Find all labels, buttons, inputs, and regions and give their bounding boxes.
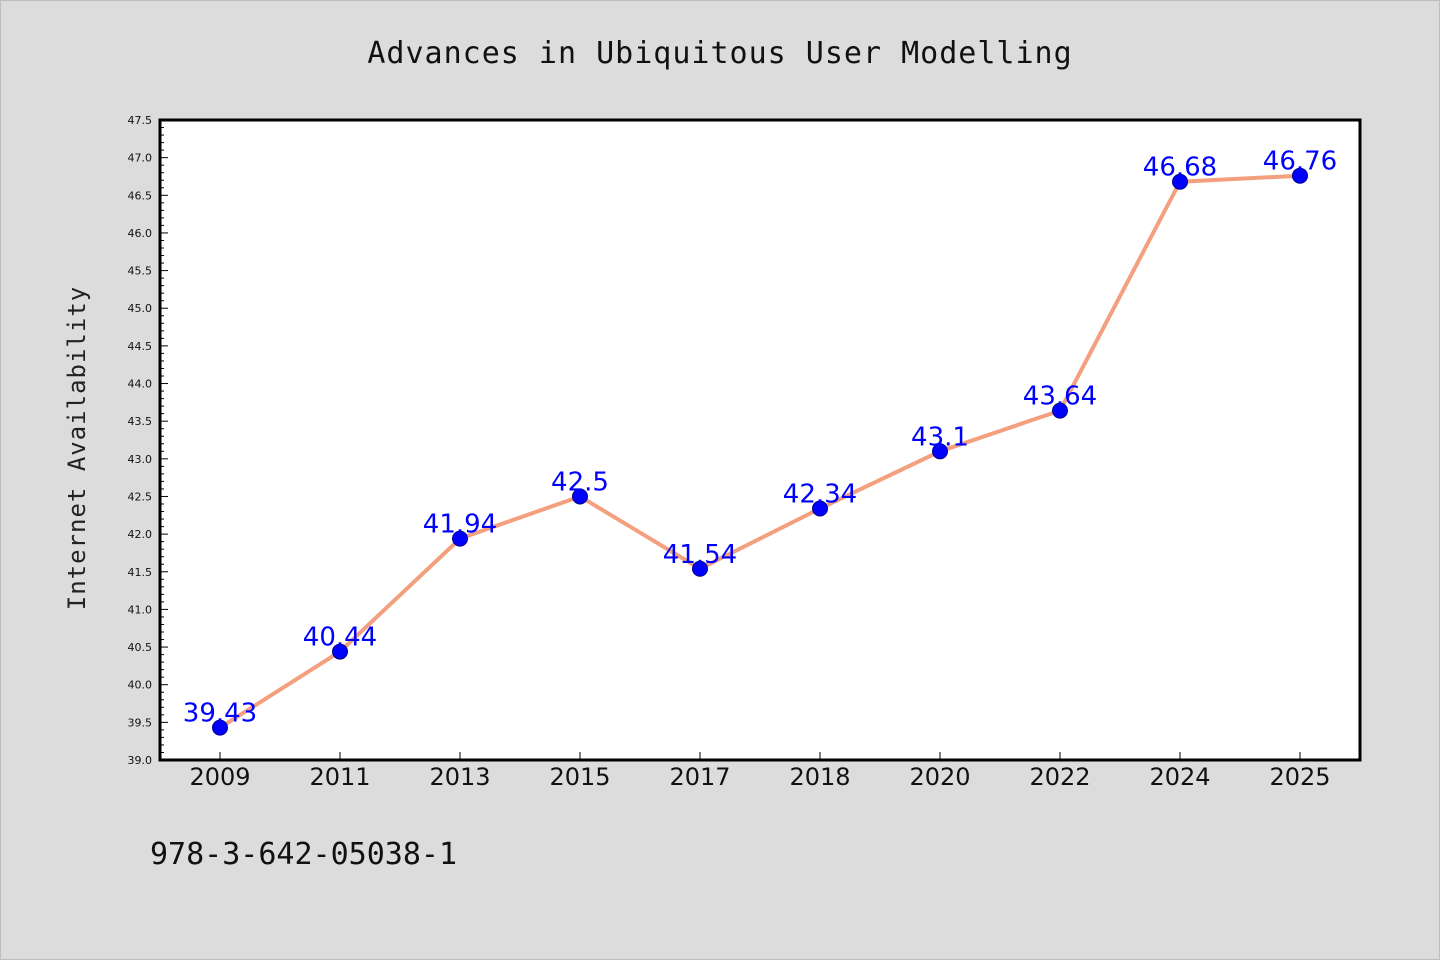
- data-point: [812, 500, 828, 517]
- data-label: 41.54: [663, 540, 737, 570]
- x-tick-label: 2017: [669, 763, 730, 791]
- y-tick-label: 45.0: [128, 302, 153, 315]
- chart-title: Advances in Ubiquitous User Modelling: [367, 36, 1072, 71]
- data-labels-layer: 39.43 40.44 41.94 42.5 41.54 42.34 43.1 43.64 46…: [183, 147, 1337, 729]
- data-point: [1292, 167, 1308, 184]
- y-tick-label: 40.5: [128, 641, 153, 654]
- y-tick-label: 44.0: [128, 378, 153, 391]
- y-tick-label: 47.5: [128, 114, 153, 127]
- data-point: [1052, 402, 1068, 419]
- data-label: 39.43: [183, 699, 257, 729]
- y-tick-label: 47.0: [128, 152, 153, 165]
- y-tick-label: 41.0: [128, 603, 153, 616]
- data-label: 43.1: [911, 422, 969, 452]
- data-label: 42.34: [783, 480, 857, 510]
- data-point: [212, 719, 228, 736]
- data-label: 42.5: [551, 467, 609, 497]
- data-label: 40.44: [303, 623, 377, 653]
- x-tick-label: 2025: [1269, 763, 1330, 791]
- data-label: 41.94: [423, 510, 497, 540]
- data-point: [452, 530, 468, 547]
- y-tick-label: 45.5: [128, 265, 153, 278]
- x-tick-label: 2009: [189, 763, 250, 791]
- isbn-text: 978-3-642-05038-1: [150, 837, 457, 872]
- y-tick-label: 40.0: [128, 679, 153, 692]
- plot-area: [158, 118, 1362, 762]
- data-point: [932, 443, 948, 460]
- y-tick-label: 46.5: [128, 189, 153, 202]
- y-tick-label: 44.5: [128, 340, 153, 353]
- data-point: [332, 643, 348, 660]
- series-line: [218, 173, 1301, 730]
- data-point: [692, 560, 708, 577]
- x-tick-label: 2020: [909, 763, 970, 791]
- data-label: 43.64: [1023, 382, 1097, 412]
- y-tick-label: 39.0: [128, 754, 153, 767]
- data-label: 46.76: [1263, 147, 1337, 177]
- series-layer: [212, 167, 1308, 736]
- axis-ticks: 39.0 39.5 40.0 40.5 41.0 41.5 42.0 42.5 43.0 43.5…: [128, 114, 1331, 791]
- y-tick-label: 46.0: [128, 227, 153, 240]
- y-tick-label: 42.0: [128, 528, 153, 541]
- x-tick-label: 2013: [429, 763, 490, 791]
- y-tick-label: 41.5: [128, 566, 153, 579]
- x-tick-label: 2018: [789, 763, 850, 791]
- data-point: [572, 488, 588, 505]
- y-tick-label: 39.5: [128, 716, 153, 729]
- data-point: [1172, 173, 1188, 190]
- y-tick-label: 43.0: [128, 453, 153, 466]
- x-tick-label: 2022: [1029, 763, 1090, 791]
- y-tick-label: 42.5: [128, 490, 153, 503]
- y-axis-label: Internet Availability: [63, 286, 91, 610]
- y-tick-label: 43.5: [128, 415, 153, 428]
- x-tick-label: 2011: [309, 763, 370, 791]
- data-label: 46.68: [1143, 153, 1217, 183]
- x-tick-label: 2024: [1149, 763, 1210, 791]
- x-tick-label: 2015: [549, 763, 610, 791]
